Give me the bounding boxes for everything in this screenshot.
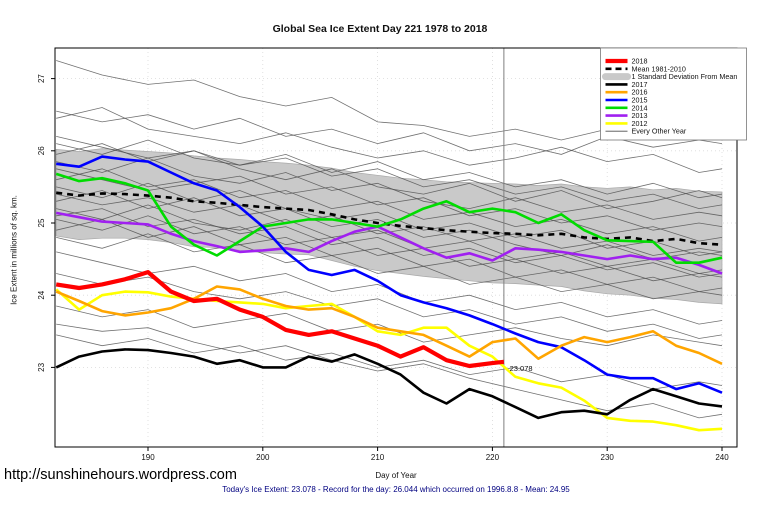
other-year-line bbox=[56, 143, 723, 210]
x-tick-label: 200 bbox=[256, 453, 270, 462]
series-line-2016 bbox=[55, 285, 723, 365]
footer-note: Today's Ice Extent: 23.078 - Record for … bbox=[222, 485, 570, 494]
legend-label: 2013 bbox=[632, 111, 648, 120]
legend-label: 2016 bbox=[632, 88, 648, 97]
legend-label: Mean 1981-2010 bbox=[632, 64, 686, 73]
other-year-line bbox=[56, 139, 723, 199]
other-year-line bbox=[56, 182, 723, 256]
series-line-2015 bbox=[56, 155, 723, 394]
other-year-line bbox=[56, 323, 723, 419]
other-year-line bbox=[56, 193, 723, 256]
x-tick-label: 240 bbox=[715, 453, 729, 462]
x-axis-label: Day of Year bbox=[375, 471, 417, 480]
other-year-line bbox=[56, 208, 723, 278]
other-year-line bbox=[56, 218, 723, 293]
legend-label: 2017 bbox=[632, 80, 648, 89]
plot-border bbox=[54, 47, 738, 448]
legend-label: Every Other Year bbox=[632, 127, 687, 136]
site-url[interactable]: http://sunshinehours.wordpress.com bbox=[4, 467, 237, 483]
x-tick-label: 190 bbox=[141, 453, 155, 462]
legend-label: 2015 bbox=[632, 96, 648, 105]
y-tick-label: 23 bbox=[37, 362, 46, 371]
other-year-line bbox=[56, 273, 723, 339]
series-line-2013 bbox=[55, 211, 723, 275]
other-year-line bbox=[56, 107, 723, 173]
other-year-line bbox=[56, 305, 723, 347]
other-year-line bbox=[56, 157, 723, 220]
other-year-line bbox=[56, 204, 723, 274]
series-line-2014 bbox=[55, 172, 723, 265]
ice-extent-annotation: 23.078 bbox=[510, 364, 533, 373]
chart-title: Global Sea Ice Extent Day 221 1978 to 20… bbox=[272, 23, 488, 35]
x-tick-label: 220 bbox=[486, 453, 500, 462]
x-tick-label: 210 bbox=[371, 453, 385, 462]
other-year-line bbox=[56, 233, 723, 300]
other-year-line bbox=[56, 190, 723, 260]
x-tick-label: 230 bbox=[601, 453, 615, 462]
series-line-2017 bbox=[55, 348, 723, 420]
other-year-line bbox=[56, 168, 723, 242]
legend-label: 1 Standard Deviation From Mean bbox=[632, 72, 738, 81]
y-tick-label: 27 bbox=[37, 74, 46, 83]
series-line-2018 bbox=[55, 270, 505, 369]
y-axis-label: Ice Extent in millions of sq. km. bbox=[9, 195, 19, 305]
other-year-line bbox=[56, 334, 723, 390]
other-year-line bbox=[56, 251, 723, 325]
legend-label: 2018 bbox=[632, 57, 648, 66]
mean-line bbox=[56, 191, 723, 246]
y-tick-label: 24 bbox=[37, 290, 46, 299]
other-year-line bbox=[56, 110, 723, 155]
other-year-line bbox=[56, 136, 723, 210]
other-year-line bbox=[56, 168, 723, 231]
y-tick-label: 25 bbox=[37, 218, 46, 227]
legend-label: 2014 bbox=[632, 103, 648, 112]
y-tick-label: 26 bbox=[37, 146, 46, 155]
series-line-2012 bbox=[55, 288, 723, 432]
legend-label: 2012 bbox=[632, 119, 648, 128]
